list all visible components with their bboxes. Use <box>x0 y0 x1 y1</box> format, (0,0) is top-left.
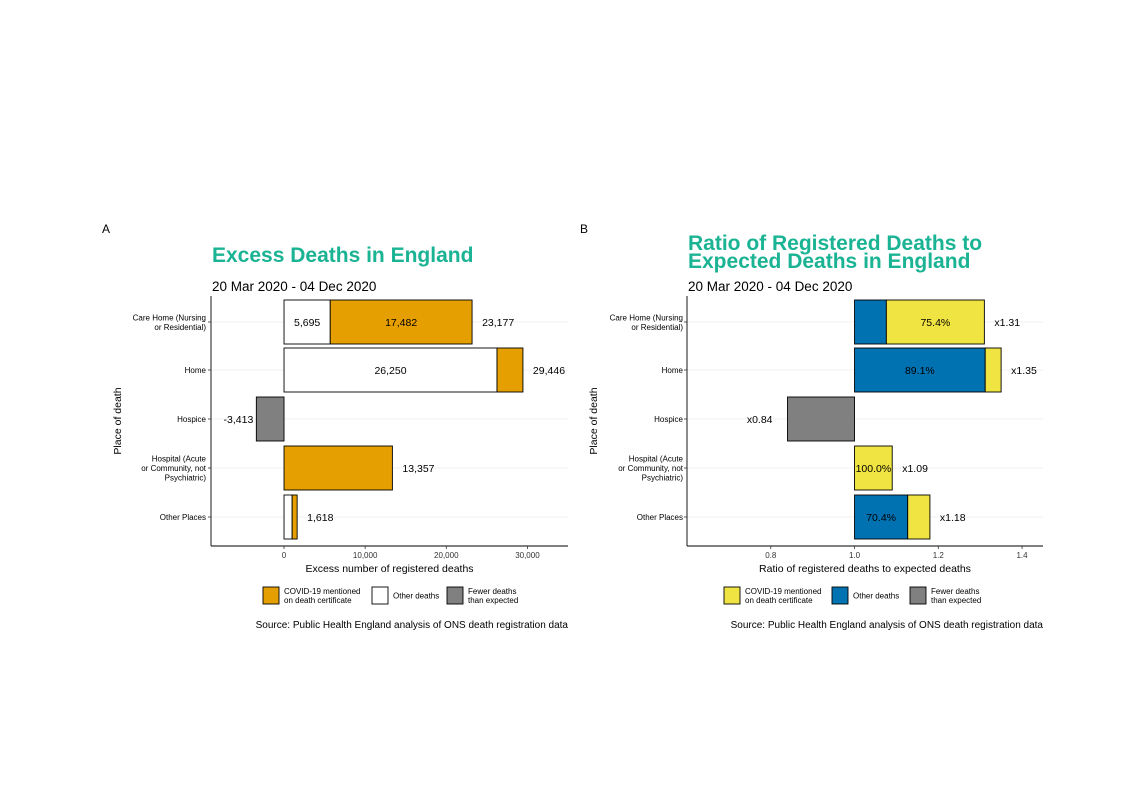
bar-covid <box>984 347 1002 393</box>
bar-fewer <box>255 396 285 442</box>
source-note: Source: Public Health England analysis o… <box>256 620 569 631</box>
legend-key-fewer <box>446 586 464 605</box>
bar-other <box>283 347 498 393</box>
bar-covid <box>885 299 985 345</box>
total-label: 29,446 <box>533 365 565 377</box>
x-axis-title: Ratio of registered deaths to expected d… <box>759 563 971 575</box>
bar-fewer <box>787 396 855 442</box>
legend-key-covid <box>262 586 280 605</box>
chart-title-line: Ratio of Registered Deaths to <box>688 232 982 255</box>
total-label: x0.84 <box>747 414 773 426</box>
bar-value-label: 70.4% <box>866 512 896 524</box>
total-label: x1.09 <box>902 463 928 475</box>
legend-key-other <box>371 586 389 605</box>
category-label: Care Home (Nursing <box>133 313 206 322</box>
x-tick-label: 30,000 <box>515 551 540 560</box>
legend-label: than expected <box>931 596 981 605</box>
category-label: or Residential) <box>154 323 206 332</box>
total-label: 23,177 <box>482 317 514 329</box>
total-label: x1.18 <box>940 512 966 524</box>
category-label: Home <box>185 366 207 375</box>
bar-value-label: 5,695 <box>294 317 320 329</box>
bar-other <box>283 494 293 540</box>
chart-title-line: Expected Deaths in England <box>688 250 970 273</box>
bar-covid <box>907 494 931 540</box>
category-label: Home <box>662 366 684 375</box>
chart-subtitle: 20 Mar 2020 - 04 Dec 2020 <box>688 279 852 294</box>
category-label: Psychiatric) <box>642 474 684 483</box>
category-label: or Residential) <box>631 323 683 332</box>
y-axis-title: Place of death <box>112 387 124 454</box>
total-label: 13,357 <box>402 463 434 475</box>
total-label: x1.35 <box>1011 365 1037 377</box>
category-label: Other Places <box>637 513 683 522</box>
bar-other <box>854 299 887 345</box>
legend-label: COVID-19 mentioned <box>745 587 821 596</box>
total-label: -3,413 <box>224 414 254 426</box>
x-tick-label: 1.2 <box>933 551 945 560</box>
category-label: Other Places <box>160 513 206 522</box>
x-tick-label: 0 <box>282 551 287 560</box>
category-label: Hospice <box>177 415 206 424</box>
legend-key-other <box>831 586 849 605</box>
bar-covid <box>329 299 473 345</box>
category-label: Psychiatric) <box>165 474 207 483</box>
legend-label: Fewer deaths <box>931 587 979 596</box>
category-label: Hospital (Acute <box>629 455 684 464</box>
x-tick-label: 10,000 <box>353 551 378 560</box>
source-note: Source: Public Health England analysis o… <box>731 620 1044 631</box>
bar-value-label: 75.4% <box>920 317 950 329</box>
legend-label: Other deaths <box>853 592 899 601</box>
legend-label: than expected <box>468 596 518 605</box>
total-label: 1,618 <box>307 512 333 524</box>
legend-label: Other deaths <box>393 592 439 601</box>
bar-covid <box>291 494 298 540</box>
bar-covid <box>496 347 524 393</box>
category-label: or Community, not <box>141 464 207 473</box>
legend-key-fewer <box>909 586 927 605</box>
chart-panel-a: A Excess Deaths in England 20 Mar 2020 - 0… <box>102 222 568 631</box>
x-tick-label: 1.4 <box>1016 551 1028 560</box>
y-axis-title: Place of death <box>588 387 600 454</box>
legend-label: on death certificate <box>284 596 352 605</box>
category-label: or Community, not <box>618 464 684 473</box>
x-tick-label: 0.8 <box>765 551 777 560</box>
legend-label: COVID-19 mentioned <box>284 587 360 596</box>
x-tick-label: 1.0 <box>849 551 861 560</box>
chart-title: Excess Deaths in England <box>212 244 473 267</box>
category-label: Care Home (Nursing <box>610 313 683 322</box>
legend-label: Fewer deaths <box>468 587 516 596</box>
bar-covid <box>283 445 393 491</box>
bar-covid <box>854 445 893 491</box>
chart-subtitle: 20 Mar 2020 - 04 Dec 2020 <box>212 279 376 294</box>
panel-letter: B <box>580 222 588 236</box>
category-label: Hospital (Acute <box>152 455 207 464</box>
bar-value-label: 89.1% <box>905 365 935 377</box>
legend-label: on death certificate <box>745 596 813 605</box>
bar-other <box>854 347 986 393</box>
bar-value-label: 100.0% <box>856 463 892 475</box>
panel-letter: A <box>102 222 110 236</box>
bar-other <box>283 299 331 345</box>
total-label: x1.31 <box>994 317 1020 329</box>
bar-value-label: 17,482 <box>385 317 417 329</box>
x-axis-title: Excess number of registered deaths <box>305 563 473 575</box>
legend-key-covid <box>723 586 741 605</box>
bar-value-label: 26,250 <box>374 365 406 377</box>
category-label: Hospice <box>654 415 683 424</box>
x-tick-label: 20,000 <box>434 551 459 560</box>
